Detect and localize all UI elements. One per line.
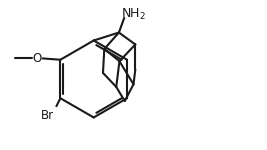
Text: Br: Br [41, 109, 54, 122]
Text: O: O [33, 52, 42, 65]
Text: NH$_2$: NH$_2$ [121, 7, 146, 22]
